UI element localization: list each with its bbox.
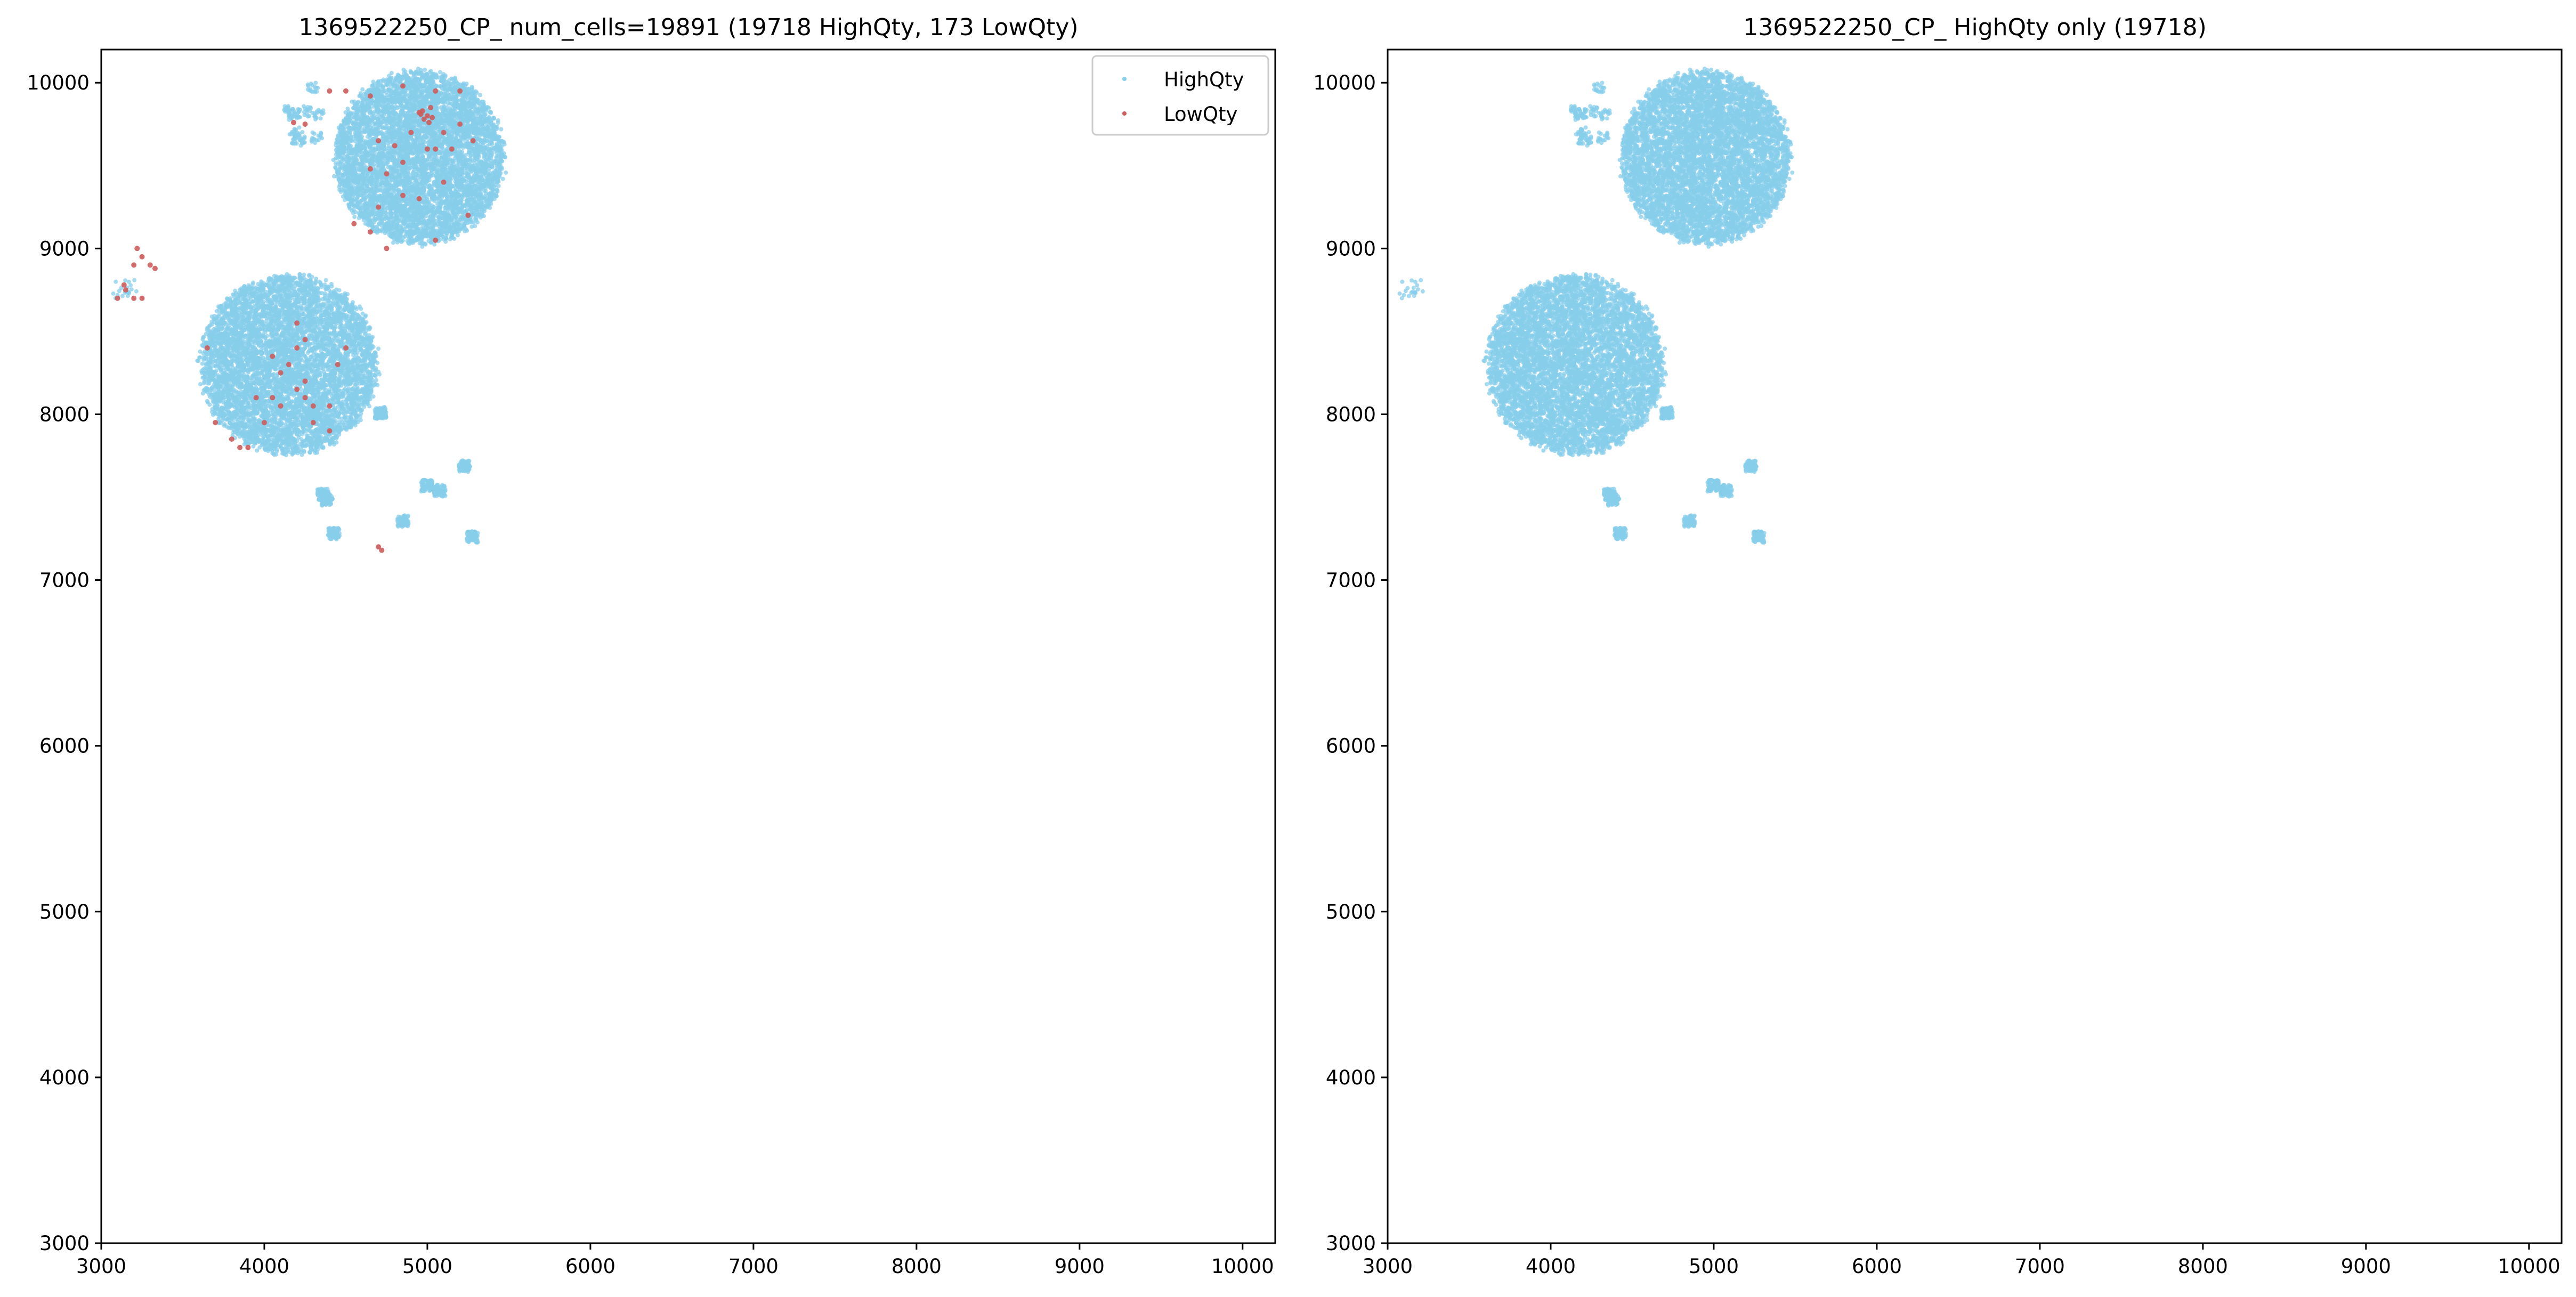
left-plot-points: [111, 67, 508, 553]
data-point-highqty: [360, 87, 364, 92]
data-point-highqty: [371, 79, 375, 84]
left-scatter-panel: 1369522250_CP_ num_cells=19891 (19718 Hi…: [27, 14, 1275, 1278]
left-chart-title: 1369522250_CP_ num_cells=19891 (19718 Hi…: [298, 14, 1078, 41]
